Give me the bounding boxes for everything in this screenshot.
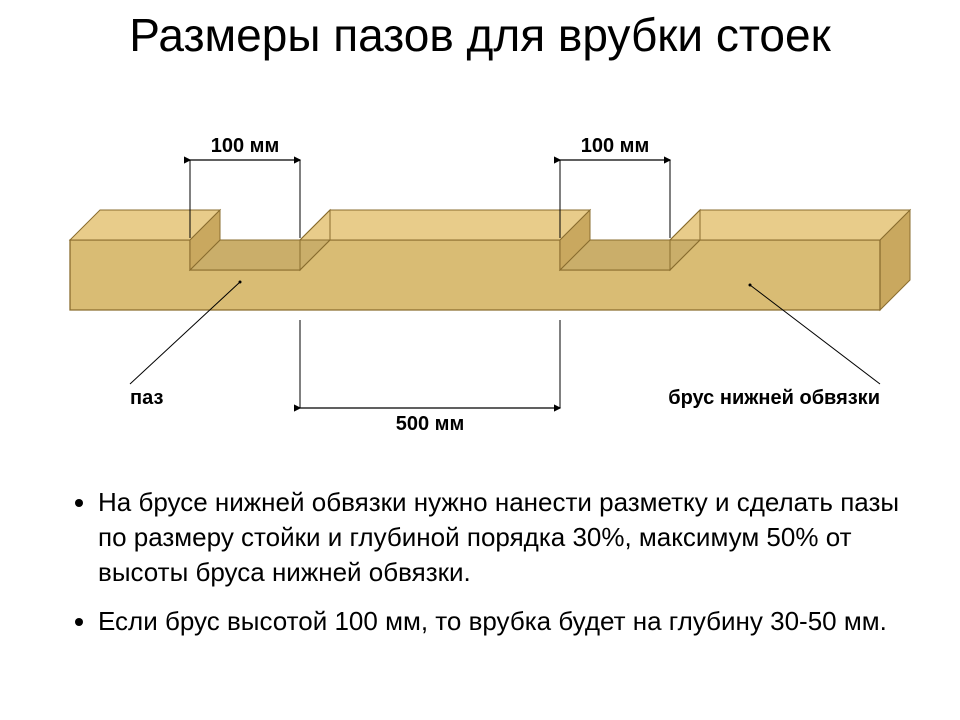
svg-text:паз: паз <box>130 387 163 409</box>
svg-text:100 мм: 100 мм <box>211 135 280 157</box>
bullet-item: На брусе нижней обвязки нужно нанести ра… <box>98 485 900 590</box>
bullet-item: Если брус высотой 100 мм, то врубка буде… <box>98 604 900 639</box>
svg-text:100 мм: 100 мм <box>581 135 650 157</box>
beam-diagram: 100 мм 100 мм 500 мм паз брус нижней обвязки <box>40 120 920 450</box>
svg-text:брус нижней обвязки: брус нижней обвязки <box>668 387 880 409</box>
slide: Размеры пазов для врубки стоек 100 мм100… <box>0 0 960 720</box>
svg-text:500 мм: 500 мм <box>396 413 465 435</box>
page-title: Размеры пазов для врубки стоек <box>0 10 960 61</box>
description-list: На брусе нижней обвязки нужно нанести ра… <box>70 485 900 653</box>
